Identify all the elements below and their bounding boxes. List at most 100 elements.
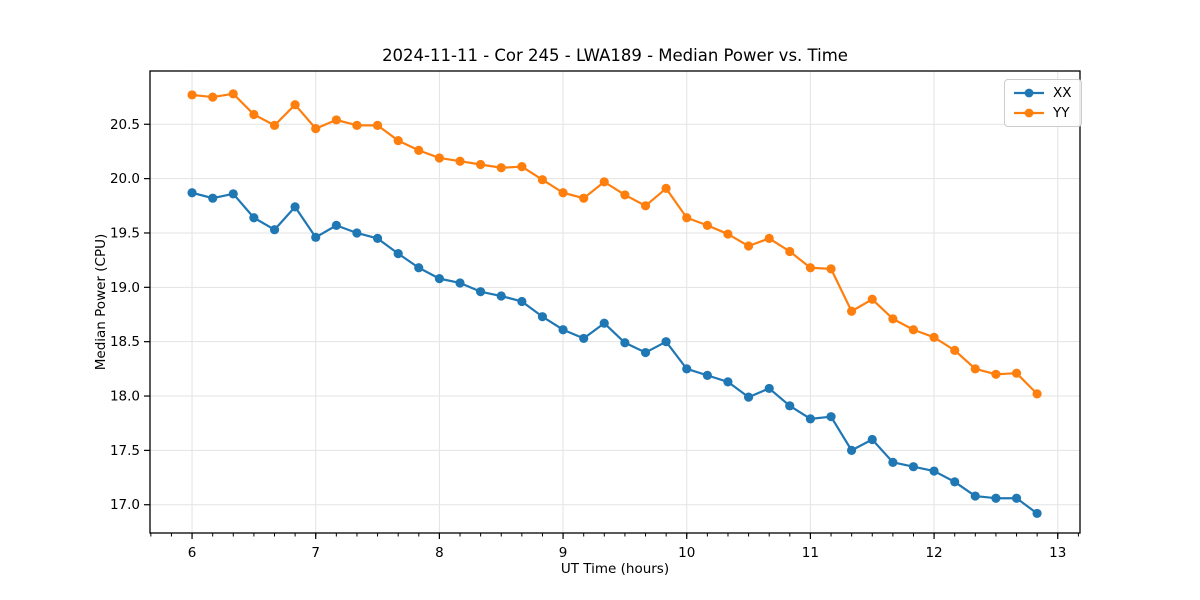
series-xx-marker [249,213,259,223]
series-yy-marker [249,109,259,120]
series-yy-marker [475,159,486,170]
series-xx-marker [311,232,321,242]
series-yy-marker [764,233,774,244]
series-xx-marker [393,249,403,259]
series-yy-marker [599,177,609,187]
legend-line-marker-sample-yy [1014,108,1044,118]
series-xx-marker [1011,493,1022,503]
series-xx-marker [950,477,960,487]
x-tick-label: 11 [802,545,819,561]
y-tick-label: 18.5 [110,334,140,350]
chart-title: 2024-11-11 - Cor 245 - LWA189 - Median P… [382,46,848,65]
series-yy-marker [620,190,630,200]
series-yy-marker [846,306,857,316]
series-xx-marker [826,412,836,422]
series-xx-marker [434,274,444,284]
series-yy-marker [393,135,403,146]
y-axis-label: Median Power (CPU) [93,233,109,371]
x-tick-label: 7 [311,545,320,561]
series-xx-marker [517,296,527,307]
series-xx-marker [290,202,300,212]
series-yy-marker [743,241,754,251]
series-yy-marker [826,264,836,274]
series-yy-marker [991,369,1001,379]
series-xx-marker [785,401,795,411]
series-xx-marker [414,263,424,273]
y-tick-label: 19.5 [110,225,140,241]
series-xx-marker [331,220,341,230]
series-yy-marker [867,294,877,304]
series-yy-marker [331,115,341,125]
series-xx-marker [579,333,589,344]
y-tick-label: 19.0 [110,280,140,296]
series-yy-marker [352,120,362,130]
series-xx-marker [537,312,548,322]
series-yy-marker [908,325,919,335]
series-xx-marker [991,493,1001,503]
series-yy-marker [228,89,238,99]
series-xx-marker [208,193,218,203]
legend-line-marker-sample-xx [1014,88,1044,98]
series-yy-marker [414,145,424,155]
legend-item-xx: XX [1012,85,1072,101]
series-xx-marker [661,337,671,347]
x-axis-label: UT Time (hours) [560,561,670,577]
legend-item-yy: YY [1012,105,1072,121]
series-yy-marker [187,90,197,100]
series-xx-marker [888,457,898,467]
series-xx-marker [228,189,238,199]
series-xx-marker [929,466,939,476]
y-tick-label: 20.0 [110,171,140,187]
series-yy-marker [929,332,939,342]
series-xx-marker [640,347,651,358]
series-yy-marker [269,120,280,130]
series-yy-marker [372,120,383,130]
x-tick-label: 6 [188,545,197,561]
series-xx-marker [702,370,712,380]
x-tick-label: 13 [1049,545,1066,561]
series-xx-marker [475,287,486,297]
series-yy-marker [1032,389,1042,399]
y-tick-label: 17.0 [110,497,140,513]
series-yy-marker [311,124,321,134]
series-yy-marker [434,153,444,163]
series-xx-marker [620,338,630,348]
x-tick-label: 8 [435,545,444,561]
series-xx-marker [846,445,857,455]
series-yy-marker [702,220,712,230]
series-yy-marker [496,163,506,173]
series-yy-marker [682,213,692,223]
series-yy-marker [455,156,465,166]
series-xx-marker [764,383,774,394]
series-xx-marker [269,225,280,235]
series-yy-marker [208,92,218,102]
series-yy-line [190,92,1039,395]
series-yy-marker [723,229,733,239]
series-yy-marker [640,201,651,211]
y-tick-label: 20.5 [110,117,140,133]
series-yy-marker [970,364,980,374]
y-tick-label: 18.0 [110,389,140,405]
x-tick-label: 12 [925,545,942,561]
legend-label-xx: XX [1053,85,1072,101]
series-yy-marker [785,246,795,257]
series-yy-marker [537,175,548,185]
series-yy-marker [558,188,568,198]
series-xx-marker [558,325,568,335]
series-yy-marker [579,193,589,203]
series-yy-marker [290,100,300,110]
y-tick-label: 17.5 [110,443,140,459]
legend-label-yy: YY [1053,105,1070,121]
series-xx-marker [1032,508,1042,519]
series-xx-marker [805,414,815,424]
series-yy-marker [805,263,815,273]
series-yy-marker [1011,368,1022,378]
series-xx-marker [455,278,465,288]
series-yy-marker [661,183,671,194]
series-xx-marker [682,364,692,374]
series-xx-marker [867,434,877,445]
x-tick-label: 9 [559,545,568,561]
series-yy-marker [888,314,898,324]
